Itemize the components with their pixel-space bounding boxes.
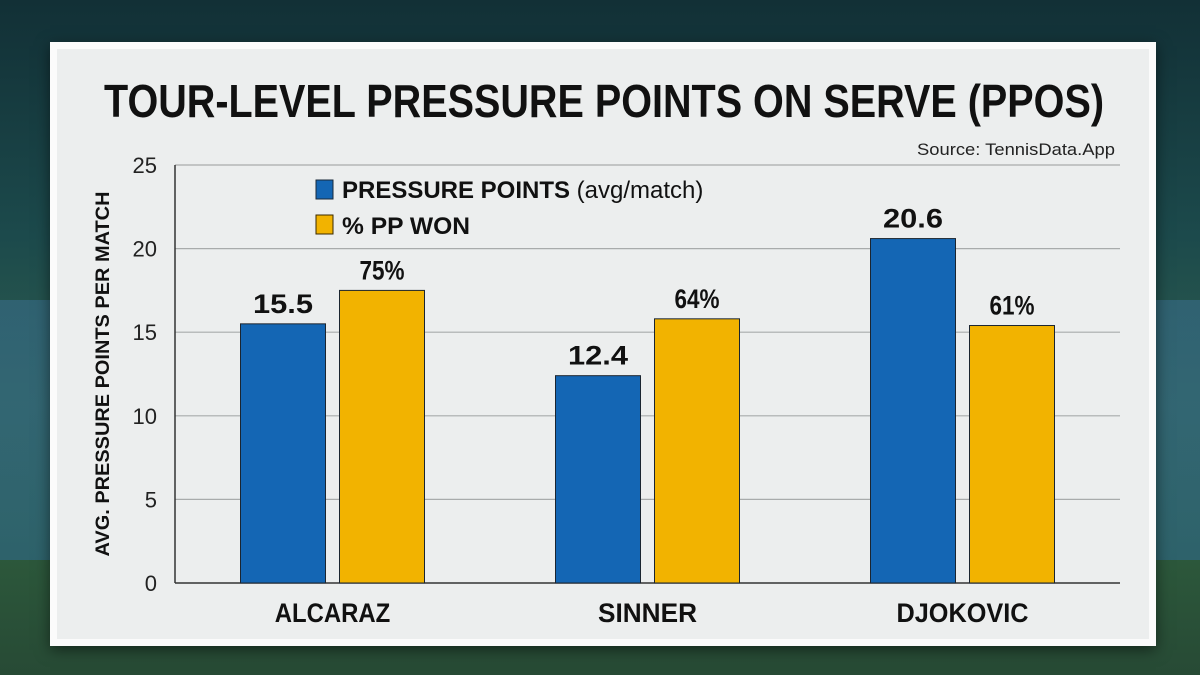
y-tick-label: 10 (133, 404, 157, 429)
x-tick-label: SINNER (598, 598, 697, 628)
bar-djokovic-series-1 (969, 325, 1055, 584)
chart-title: TOUR-LEVEL PRESSURE POINTS ON SERVE (PPO… (104, 75, 1104, 127)
data-label: 75% (360, 255, 405, 285)
legend-swatch-pp-won (315, 214, 334, 235)
bar-djokovic-series-0 (870, 238, 956, 584)
bar-alcaraz-series-1 (339, 289, 425, 584)
source-note: Source: TennisData.App (917, 140, 1115, 159)
data-label: 64% (675, 284, 720, 314)
y-tick-label: 0 (145, 571, 157, 596)
x-tick-label: ALCARAZ (275, 598, 391, 628)
bar-sinner-series-1 (654, 318, 740, 584)
legend-swatch-pressure-points (315, 179, 334, 200)
legend-label-pp-won: % PP WON (342, 213, 470, 240)
legend: PRESSURE POINTS (avg/match) % PP WON (315, 177, 703, 240)
data-label: 20.6 (883, 204, 943, 234)
legend-label-pressure-points: PRESSURE POINTS (avg/match) (342, 177, 703, 204)
y-tick-label: 25 (133, 153, 157, 178)
y-tick-label: 20 (133, 237, 157, 262)
x-tick-label: DJOKOVIC (897, 598, 1029, 628)
data-label: 15.5 (253, 289, 313, 319)
bar-sinner-series-0 (555, 375, 641, 584)
data-label: 61% (990, 291, 1035, 321)
data-label: 12.4 (568, 341, 628, 371)
y-tick-label: 15 (133, 320, 157, 345)
y-tick-label: 5 (145, 487, 157, 512)
y-axis-label: AVG. PRESSURE POINTS PER MATCH (93, 192, 114, 557)
bar-alcaraz-series-0 (240, 323, 326, 584)
